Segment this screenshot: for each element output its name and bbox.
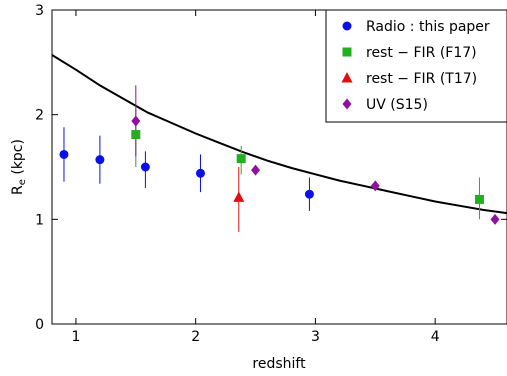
y-axis-label-sub: e [17,179,28,185]
x-tick-label-1: 2 [191,329,200,345]
fit-curve [51,54,507,215]
y-axis-label-unit: (kpc) [10,139,26,179]
axis-ticks: 1 2 3 4 0 1 2 3 [35,3,507,345]
data-point-2-0 [233,191,245,202]
legend: Radio : this paper rest − FIR (F17) rest −… [325,9,507,123]
data-point-0-3 [195,168,205,178]
y-tick-label-2: 2 [35,108,44,124]
data-point-0-4 [304,189,314,199]
legend-marker-3 [342,98,352,110]
legend-label-2: rest − FIR (T17) [366,71,477,87]
legend-box [325,9,507,123]
data-point-3-0 [131,115,141,127]
legend-label-1: rest − FIR (F17) [366,45,477,61]
legend-label-0: Radio : this paper [366,19,490,35]
data-point-1-1 [236,154,246,164]
data-point-1-2 [474,194,484,204]
fit-curve-layer [51,54,507,215]
plot-frame [51,9,507,325]
x-axis-label: redshift [252,356,306,372]
data-point-0-2 [140,162,150,172]
legend-marker-0 [342,21,352,31]
x-tick-label-0: 1 [71,329,80,345]
y-axis-label-main: R [10,185,26,195]
y-axis-label: Re (kpc) [10,139,28,195]
data-point-3-3 [490,213,500,225]
y-tick-label-1: 1 [35,212,44,228]
legend-label-3: UV (S15) [366,97,428,113]
legend-marker-1 [342,47,352,57]
legend-marker-2 [341,72,353,83]
data-point-0-1 [95,155,105,165]
data-point-3-2 [370,180,380,192]
y-tick-label-0: 0 [35,317,44,333]
x-tick-label-3: 4 [431,329,440,345]
y-tick-label-3: 3 [35,3,44,19]
data-markers [59,115,500,225]
data-point-0-0 [59,149,69,159]
x-tick-label-2: 3 [311,329,320,345]
data-point-3-1 [251,164,261,176]
data-point-1-0 [131,130,141,140]
